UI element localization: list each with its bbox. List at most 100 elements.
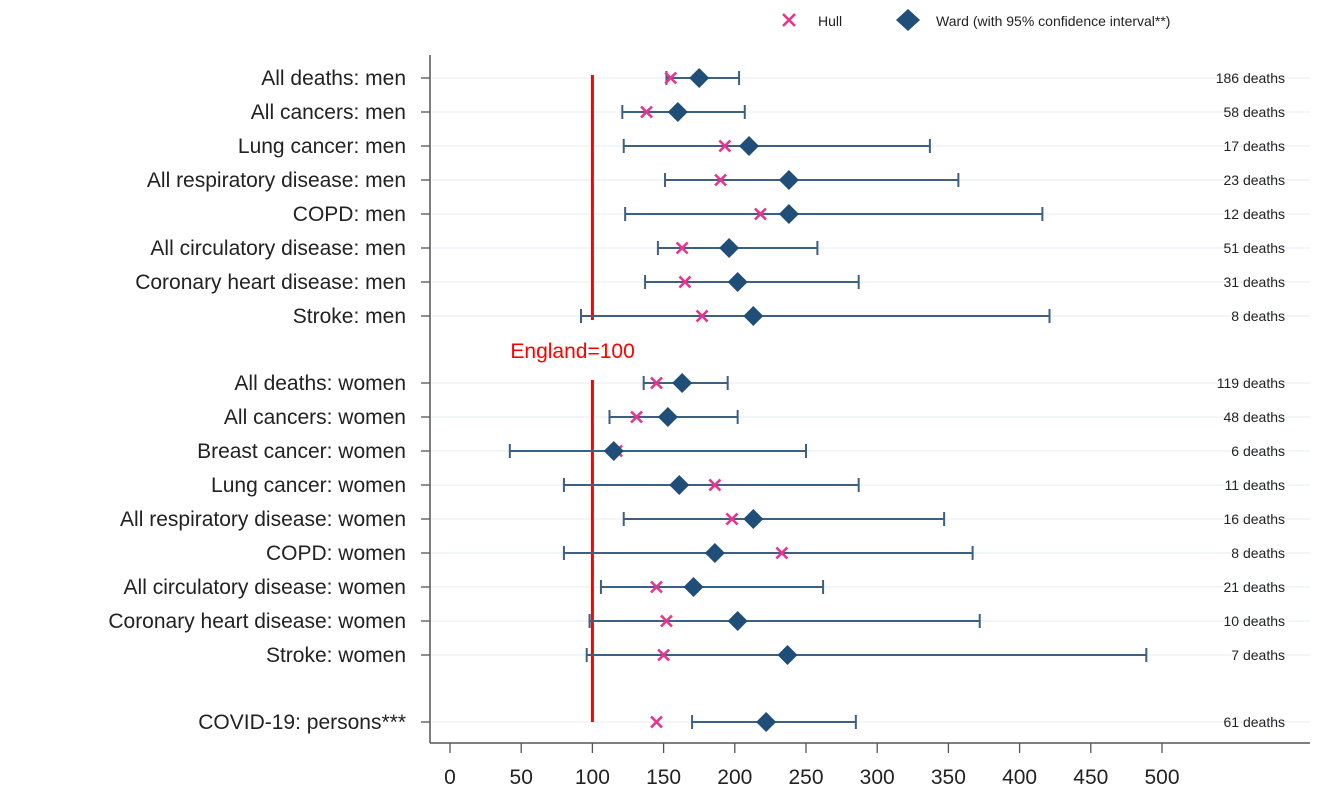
ward-markers [603,68,799,732]
ward-confidence-interval [588,614,981,628]
hull-marker [725,512,739,526]
ward-confidence-interval [622,139,931,153]
legend-hull-marker [782,13,796,27]
row-label: Coronary heart disease: men [135,271,406,294]
hull-marker [678,275,692,289]
row-label: COPD: women [266,542,406,565]
ward-confidence-interval [664,173,960,187]
death-count: 31 deaths [1224,274,1286,290]
row-label: All deaths: men [261,67,406,90]
x-tick-label: 50 [510,766,533,789]
death-count: 58 deaths [1224,104,1286,120]
ward-marker [756,712,777,732]
death-count: 6 deaths [1231,443,1285,459]
death-count: 10 deaths [1224,613,1286,629]
death-count: 119 deaths [1217,375,1285,391]
legend: Hull Ward (with 95% confidence interval*… [782,9,1170,31]
row-labels: All deaths: men All cancers: men Lung canc… [108,67,406,734]
hull-markers [610,71,789,729]
hull-marker [630,410,643,424]
hull-marker [708,478,722,492]
row-label: Stroke: men [293,305,406,328]
row-label: All deaths: women [234,372,406,395]
ward-confidence-interval [562,478,860,492]
x-tick-label: 250 [788,766,823,789]
ward-confidence-interval [585,648,1148,662]
ward-marker [743,306,764,326]
ward-confidence-interval [644,275,860,289]
hull-marker [718,139,732,153]
row-label: All respiratory disease: women [120,508,406,531]
hull-marker [650,376,663,390]
ward-marker [672,373,693,393]
ward-marker [683,577,704,597]
x-tick-label: 450 [1073,766,1108,789]
death-count: 8 deaths [1231,308,1285,324]
england-reference-label: England=100 [510,340,634,363]
ward-confidence-interval [562,546,974,560]
ward-marker [727,611,748,631]
x-tick-label: 100 [575,766,610,789]
death-count: 21 deaths [1224,579,1286,595]
x-tick-label: 150 [646,766,681,789]
ward-marker [778,204,799,224]
death-count: 16 deaths [1224,511,1286,527]
row-label: Lung cancer: men [238,135,406,158]
ward-marker [657,407,678,427]
x-tick-label: 200 [717,766,752,789]
death-count: 8 deaths [1231,545,1285,561]
hull-marker [640,105,653,119]
death-count: 186 deaths [1216,70,1285,86]
death-count: 48 deaths [1224,409,1286,425]
hull-marker [664,71,678,85]
hull-marker [775,546,789,560]
legend-ward-label: Ward (with 95% confidence interval**) [936,13,1170,29]
row-label: Stroke: women [266,644,406,667]
ward-confidence-interval [508,444,807,458]
x-tick-label: 350 [931,766,966,789]
ward-marker [739,136,760,156]
confidence-intervals [508,71,1148,729]
row-guide-lines [421,77,1310,723]
ward-marker [777,645,798,665]
ward-marker [743,509,764,529]
ward-marker [667,102,688,122]
legend-hull-label: Hull [818,13,842,29]
row-label: Coronary heart disease: women [108,610,406,633]
ward-marker [778,170,799,190]
ward-marker [669,475,690,495]
ward-confidence-interval [622,512,946,526]
row-label: Breast cancer: women [197,440,406,463]
death-count: 11 deaths [1225,477,1285,493]
death-count: 23 deaths [1224,172,1286,188]
x-tick-label: 400 [1002,766,1037,789]
row-label: All circulatory disease: women [124,576,406,599]
death-count: 51 deaths [1224,240,1286,256]
ward-confidence-interval [580,309,1051,323]
ward-marker [603,441,624,461]
death-count: 12 deaths [1224,206,1286,222]
hull-marker [650,580,663,594]
death-count: 17 deaths [1224,138,1286,154]
ward-marker [689,68,710,88]
ward-confidence-interval [599,580,825,594]
hull-marker [695,309,709,323]
x-tick-label: 500 [1144,766,1179,789]
row-label: All cancers: men [251,101,406,124]
row-label: COPD: men [293,203,406,226]
row-label: All respiratory disease: men [147,169,406,192]
row-label: All cancers: women [224,406,406,429]
death-count: 61 deaths [1224,714,1286,730]
ward-confidence-interval [624,207,1044,221]
ward-marker [704,543,725,563]
hull-marker [650,715,663,729]
row-label: All circulatory disease: men [150,237,406,260]
row-label: COVID-19: persons*** [198,711,406,734]
ward-marker [719,238,740,258]
death-count: 7 deaths [1231,647,1285,663]
hull-marker [660,614,673,628]
row-label: Lung cancer: women [211,474,406,497]
ward-marker [727,272,748,292]
x-tick-label: 0 [444,766,456,789]
hull-marker [657,648,671,662]
